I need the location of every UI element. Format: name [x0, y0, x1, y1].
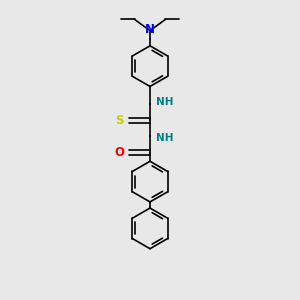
Text: O: O — [115, 146, 124, 159]
Text: N: N — [145, 23, 155, 36]
Text: NH: NH — [156, 134, 173, 143]
Text: NH: NH — [156, 97, 173, 107]
Text: S: S — [116, 114, 124, 127]
